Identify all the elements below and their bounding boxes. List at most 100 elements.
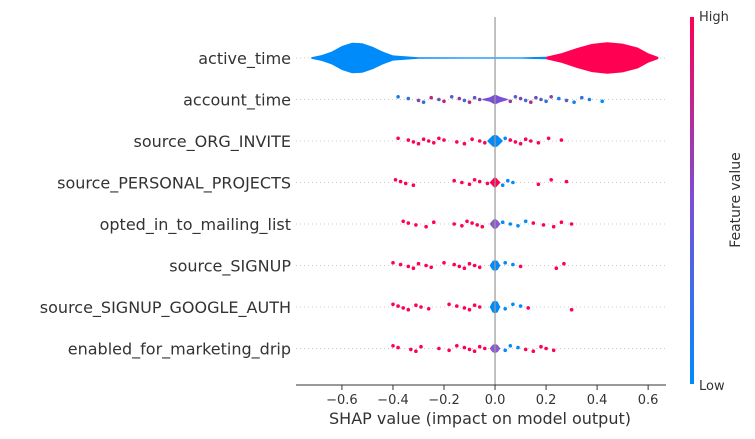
data-point <box>432 220 436 224</box>
data-point <box>416 98 421 103</box>
data-point <box>503 261 508 265</box>
x-tick-label: 0.6 <box>638 393 659 408</box>
x-tick-label: 0.2 <box>536 393 557 408</box>
data-point <box>480 224 485 229</box>
data-point <box>523 219 528 224</box>
feature-label: source_SIGNUP <box>169 257 291 277</box>
data-point <box>503 307 508 311</box>
data-point <box>472 178 477 182</box>
data-point <box>475 223 480 227</box>
data-point <box>391 261 395 265</box>
data-point <box>559 220 564 224</box>
data-point <box>477 179 482 184</box>
data-point <box>503 136 508 141</box>
feature-row: account_time <box>183 91 666 111</box>
data-point <box>452 178 457 183</box>
violin-high-part <box>546 42 659 74</box>
data-point <box>483 141 487 145</box>
colorbar-gradient <box>690 17 694 384</box>
data-point <box>411 266 416 271</box>
data-point <box>600 99 604 104</box>
data-point <box>421 137 426 141</box>
data-point <box>457 264 462 269</box>
feature-row: active_time <box>198 42 666 74</box>
data-point <box>452 222 457 226</box>
data-point <box>572 100 576 104</box>
data-point <box>564 98 569 103</box>
data-point <box>506 178 510 183</box>
x-tick-label: 0.0 <box>485 393 506 408</box>
feature-label: source_PERSONAL_PROJECTS <box>57 174 291 194</box>
data-point <box>472 95 477 100</box>
data-point <box>511 302 515 307</box>
data-point <box>523 98 528 103</box>
feature-label: opted_in_to_mailing_list <box>100 215 291 235</box>
data-point <box>539 344 543 349</box>
data-point <box>544 99 548 104</box>
x-tick-label: −0.4 <box>377 393 409 408</box>
data-point <box>416 261 421 266</box>
data-point <box>391 302 395 307</box>
data-point <box>508 138 513 142</box>
data-point <box>398 262 403 267</box>
data-point <box>557 96 561 101</box>
data-point <box>508 222 513 226</box>
data-point <box>467 307 472 312</box>
data-point <box>564 179 569 184</box>
data-point <box>513 140 518 144</box>
data-point <box>503 348 508 353</box>
data-point <box>403 181 408 186</box>
x-tick-label: −0.2 <box>428 393 460 408</box>
data-point <box>544 346 548 351</box>
data-point <box>411 140 416 144</box>
data-point <box>470 221 474 225</box>
data-point <box>467 347 472 352</box>
data-point <box>536 141 541 145</box>
data-point <box>470 137 474 141</box>
data-point <box>569 222 574 226</box>
data-point <box>457 96 462 101</box>
data-point <box>396 136 400 141</box>
data-point <box>551 224 556 229</box>
data-point <box>414 223 418 227</box>
data-point <box>467 100 472 104</box>
data-point <box>452 262 457 267</box>
data-point <box>508 344 513 348</box>
data-point <box>472 263 477 268</box>
data-point <box>401 306 406 310</box>
data-point <box>406 307 411 312</box>
data-point <box>437 136 441 141</box>
data-point <box>406 264 411 269</box>
feature-row: source_SIGNUP_GOOGLE_AUTH <box>40 298 666 318</box>
data-point <box>529 139 533 143</box>
data-point <box>529 100 533 104</box>
feature-label: account_time <box>183 91 291 111</box>
data-point <box>472 349 477 354</box>
data-point <box>526 306 530 310</box>
feature-rows: active_time account_time source_ORG_INVITE… <box>40 42 666 360</box>
data-point <box>511 180 515 185</box>
data-point <box>539 97 543 102</box>
data-point <box>518 304 523 308</box>
data-point <box>536 182 541 187</box>
data-point <box>421 100 426 104</box>
data-point <box>467 182 472 187</box>
data-point <box>424 263 428 268</box>
data-point <box>429 265 434 270</box>
data-point <box>467 261 472 266</box>
data-point <box>460 224 464 228</box>
data-point <box>587 97 592 102</box>
data-point <box>462 141 467 146</box>
data-point <box>462 266 467 271</box>
data-point <box>409 347 413 352</box>
data-point <box>406 221 411 225</box>
data-point <box>551 348 556 353</box>
data-point <box>523 347 528 352</box>
data-point <box>419 344 423 349</box>
data-point <box>429 95 434 100</box>
data-point <box>483 346 487 351</box>
data-point <box>426 139 431 143</box>
data-point <box>396 304 400 308</box>
x-axis: −0.6 −0.4 −0.2 0.0 0.2 0.4 0.6 <box>296 384 666 408</box>
data-point <box>569 307 574 312</box>
